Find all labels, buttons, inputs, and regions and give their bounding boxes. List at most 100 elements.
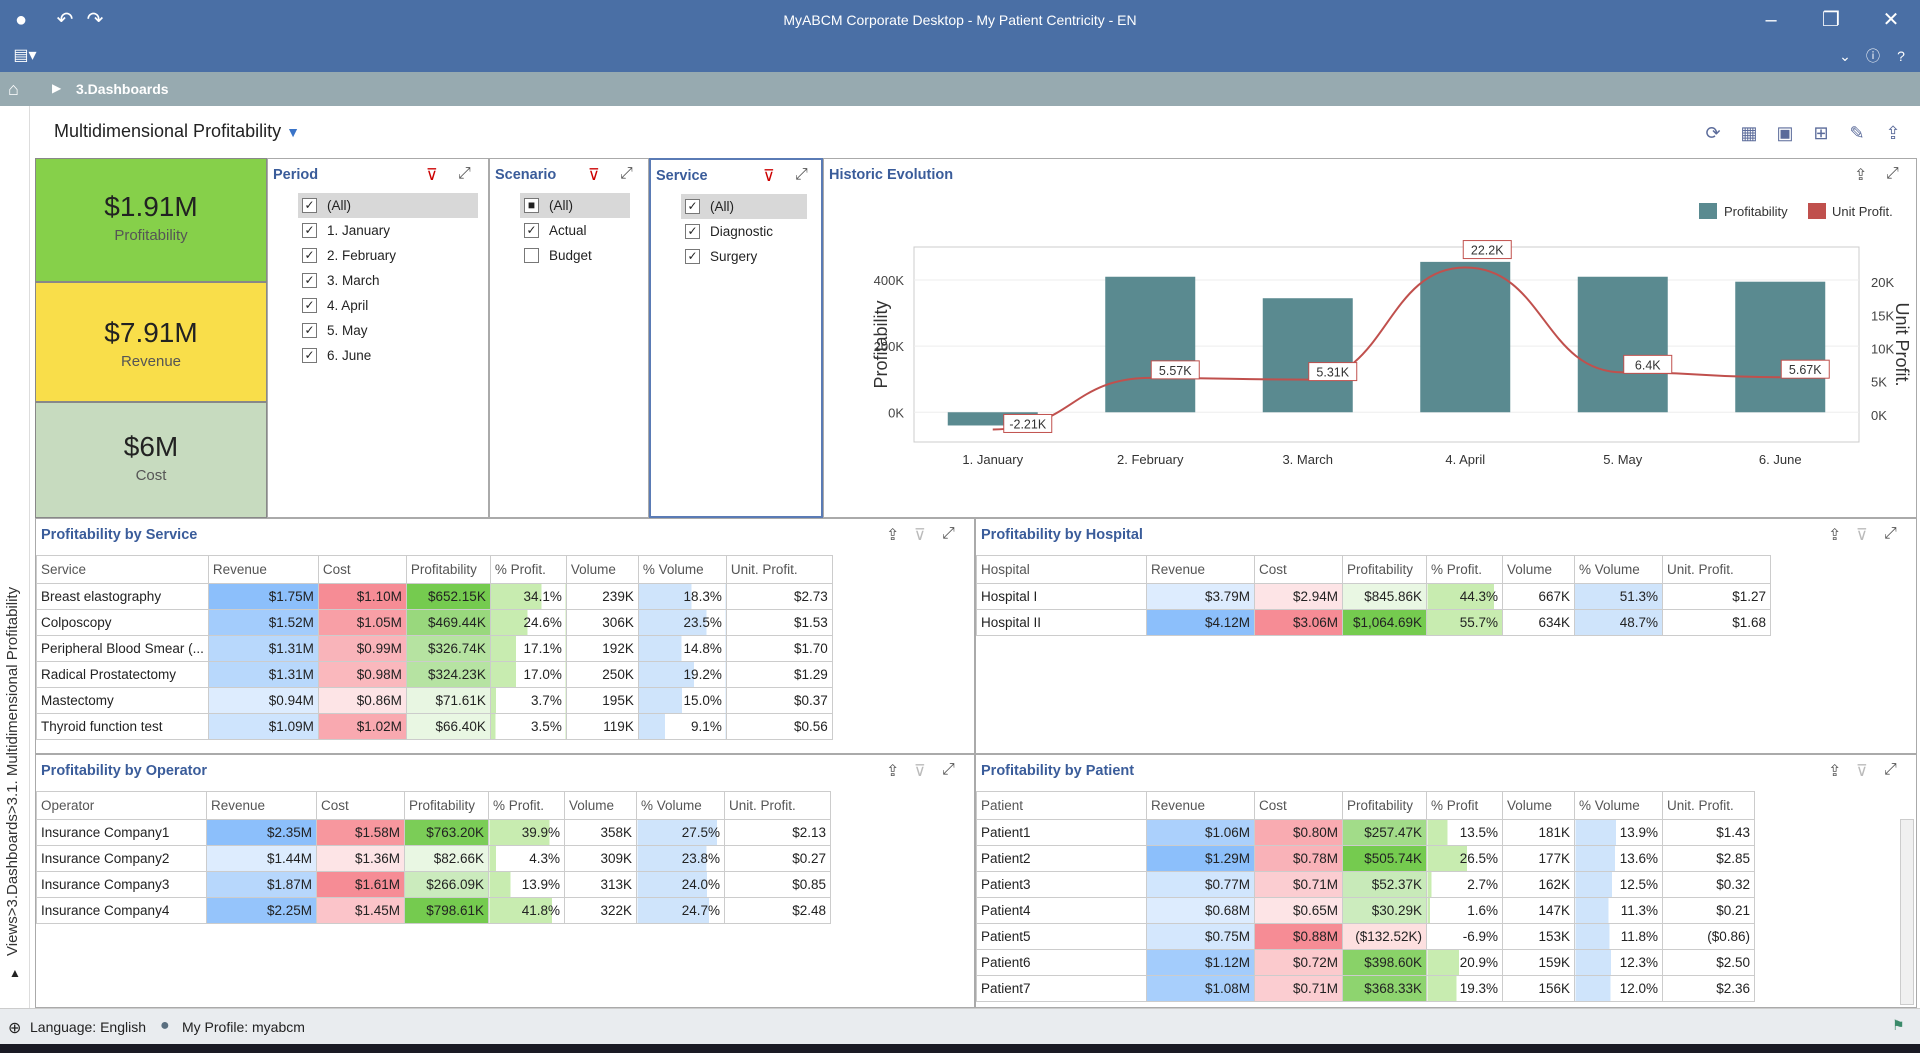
checkbox[interactable]: ■: [524, 198, 539, 213]
column-header[interactable]: Cost: [1254, 791, 1343, 820]
expand-arrow-icon[interactable]: ▶: [52, 81, 62, 95]
column-header[interactable]: % Volume: [637, 555, 727, 584]
checkbox[interactable]: ✓: [302, 298, 317, 313]
maximize-icon[interactable]: ⤢: [942, 761, 955, 778]
checkbox[interactable]: [524, 248, 539, 263]
table-row[interactable]: Colposcopy $1.52M $1.05M $469.44K 24.6% 306K 2…: [36, 609, 833, 636]
checkbox[interactable]: ✓: [302, 223, 317, 238]
column-header[interactable]: Unit. Profit.: [1662, 555, 1771, 584]
filter-item[interactable]: ✓ Diagnostic: [681, 219, 807, 244]
table-row[interactable]: Peripheral Blood Smear (... $1.31M $0.99M $…: [36, 635, 833, 662]
column-header[interactable]: Volume: [1502, 791, 1575, 820]
scrollbar[interactable]: [1900, 819, 1914, 1005]
minimize-icon[interactable]: –: [1765, 9, 1777, 31]
checkbox[interactable]: ✓: [302, 273, 317, 288]
filter-icon[interactable]: ▼: [286, 124, 300, 140]
undo-icon[interactable]: ↶: [56, 9, 74, 31]
checkbox[interactable]: ✓: [524, 223, 539, 238]
column-header[interactable]: Volume: [565, 555, 639, 584]
column-header[interactable]: Unit. Profit.: [725, 555, 833, 584]
column-header[interactable]: Unit. Profit.: [1662, 791, 1755, 820]
checkbox[interactable]: ✓: [302, 323, 317, 338]
filter-item[interactable]: ✓ 2. February: [298, 243, 478, 268]
checkbox[interactable]: ✓: [685, 224, 700, 239]
column-header[interactable]: Profitability: [405, 555, 491, 584]
filter-item[interactable]: ✓ (All): [681, 194, 807, 219]
column-header[interactable]: Operator: [36, 791, 207, 820]
breadcrumb-item[interactable]: 3.Dashboards: [76, 81, 169, 97]
column-header[interactable]: Volume: [564, 791, 637, 820]
column-header[interactable]: % Profit.: [489, 555, 567, 584]
table-row[interactable]: Insurance Company3 $1.87M $1.61M $266.09K 13…: [36, 871, 831, 898]
column-header[interactable]: Patient: [976, 791, 1147, 820]
column-header[interactable]: % Volume: [636, 791, 725, 820]
filter-item[interactable]: ✓ 1. January: [298, 218, 478, 243]
edit-icon[interactable]: ✎: [1849, 123, 1865, 143]
column-header[interactable]: % Profit: [1426, 791, 1503, 820]
column-header[interactable]: Volume: [1502, 555, 1575, 584]
checkbox[interactable]: ✓: [302, 248, 317, 263]
export-icon[interactable]: ⇪: [1854, 167, 1868, 184]
clear-filter-icon[interactable]: ⊽: [763, 168, 775, 185]
kpi-card-revenue[interactable]: $7.91M Revenue: [35, 282, 267, 402]
checkbox[interactable]: ✓: [302, 198, 317, 213]
checkbox[interactable]: ✓: [685, 249, 700, 264]
table-row[interactable]: Patient3 $0.77M $0.71M $52.37K 2.7% 162K 12.5%…: [976, 871, 1755, 898]
column-header[interactable]: Service: [36, 555, 209, 584]
filter-item[interactable]: ✓ Surgery: [681, 244, 807, 269]
table-row[interactable]: Patient1 $1.06M $0.80M $257.47K 13.5% 181K 13.…: [976, 819, 1755, 846]
refresh-icon[interactable]: ⟳: [1705, 123, 1721, 143]
filter-item[interactable]: ■ (All): [520, 193, 630, 218]
column-header[interactable]: % Profit.: [488, 791, 565, 820]
clear-filter-icon[interactable]: ⊽: [426, 167, 438, 184]
table-row[interactable]: Hospital I $3.79M $2.94M $845.86K 44.3% 667K 5…: [976, 583, 1771, 610]
column-header[interactable]: Hospital: [976, 555, 1147, 584]
filter-item[interactable]: ✓ (All): [298, 193, 478, 218]
table-row[interactable]: Insurance Company4 $2.25M $1.45M $798.61K 41…: [36, 897, 831, 924]
maximize-icon[interactable]: ⤢: [942, 525, 955, 542]
export-icon[interactable]: ⇪: [1885, 123, 1901, 143]
help-icon[interactable]: ?: [1897, 48, 1905, 64]
export-icon[interactable]: ⇪: [886, 527, 900, 544]
views-path[interactable]: Views>3.Dashboards>3.1. Multidimensional…: [4, 586, 21, 956]
column-header[interactable]: Unit. Profit.: [724, 791, 831, 820]
table-row[interactable]: Insurance Company2 $1.44M $1.36M $82.66K 4.3…: [36, 845, 831, 872]
filter-item[interactable]: ✓ 6. June: [298, 343, 478, 368]
home-icon[interactable]: ⌂: [8, 79, 19, 99]
column-header[interactable]: Revenue: [1146, 791, 1255, 820]
table-row[interactable]: Insurance Company1 $2.35M $1.58M $763.20K 39…: [36, 819, 831, 846]
clear-filter-icon[interactable]: ⊽: [1856, 763, 1868, 780]
filter-item[interactable]: ✓ 4. April: [298, 293, 478, 318]
export-icon[interactable]: ⇪: [1828, 527, 1842, 544]
column-header[interactable]: Profitability: [1342, 791, 1427, 820]
table-row[interactable]: Breast elastography $1.75M $1.10M $652.15K 3…: [36, 583, 833, 610]
filter-item[interactable]: ✓ Actual: [520, 218, 630, 243]
table-row[interactable]: Hospital II $4.12M $3.06M $1,064.69K 55.7% 63…: [976, 609, 1771, 636]
maximize-icon[interactable]: ⤢: [1884, 525, 1897, 542]
kpi-card-profitability[interactable]: $1.91M Profitability: [35, 158, 267, 282]
clear-filter-icon[interactable]: ⊽: [588, 167, 600, 184]
restore-icon[interactable]: ❐: [1822, 9, 1840, 31]
column-header[interactable]: Revenue: [1146, 555, 1255, 584]
column-header[interactable]: Cost: [317, 555, 407, 584]
close-icon[interactable]: ✕: [1882, 9, 1900, 31]
column-header[interactable]: Revenue: [207, 555, 319, 584]
checkbox[interactable]: ✓: [685, 199, 700, 214]
layout-menu-icon[interactable]: ▤▾: [13, 47, 37, 64]
table-row[interactable]: Thyroid function test $1.09M $1.02M $66.40K…: [36, 713, 833, 740]
clear-filter-icon[interactable]: ⊽: [914, 763, 926, 780]
table-row[interactable]: Radical Prostatectomy $1.31M $0.98M $324.23…: [36, 661, 833, 688]
filter-item[interactable]: ✓ 3. March: [298, 268, 478, 293]
table-row[interactable]: Mastectomy $0.94M $0.86M $71.61K 3.7% 195K 15.…: [36, 687, 833, 714]
filter-item[interactable]: Budget: [520, 243, 630, 268]
column-header[interactable]: % Profit.: [1426, 555, 1503, 584]
collapse-up-icon[interactable]: ▲: [9, 966, 21, 980]
kpi-card-cost[interactable]: $6M Cost: [35, 402, 267, 518]
column-header[interactable]: Profitability: [1342, 555, 1427, 584]
checkbox[interactable]: ✓: [302, 348, 317, 363]
maximize-icon[interactable]: ⤢: [795, 166, 808, 183]
maximize-icon[interactable]: ⤢: [1884, 761, 1897, 778]
column-header[interactable]: Cost: [316, 791, 405, 820]
table-row[interactable]: Patient6 $1.12M $0.72M $398.60K 20.9% 159K 12.…: [976, 949, 1755, 976]
info-icon[interactable]: ⓘ: [1866, 48, 1880, 64]
